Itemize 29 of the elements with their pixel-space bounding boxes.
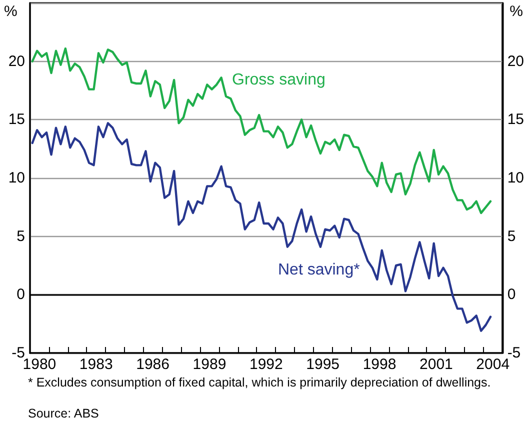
y2-tick-label: 5 — [507, 228, 516, 245]
y-tick-label: 10 — [8, 170, 25, 186]
y2-tick-label: 0 — [507, 286, 516, 304]
line-series — [31, 122, 492, 332]
x-tick-label: 1986 — [136, 356, 170, 373]
x-tick-label: 1989 — [192, 356, 226, 373]
y2-tick-label: -5 — [507, 344, 521, 362]
y-tick-label: 5 — [16, 228, 25, 245]
y-tick-label: 15 — [8, 111, 25, 128]
y-tick-label: 20 — [8, 52, 25, 70]
x-tick-label: 1998 — [362, 356, 396, 373]
x-tick-label: 2004 — [476, 356, 510, 373]
y2-tick-label: 10 — [507, 170, 524, 186]
x-tick-label: 1995 — [306, 356, 340, 373]
y2-tick-label: 15 — [507, 111, 524, 128]
y-axis-title: % — [4, 3, 18, 20]
y2-axis-title: % — [510, 3, 524, 20]
y-tick-label: 0 — [16, 286, 25, 304]
series-label: Gross saving — [232, 72, 326, 88]
x-tick-label: 1992 — [249, 356, 283, 373]
y2-tick-label: 20 — [507, 52, 524, 70]
text: * Excludes consumption of fixed capital, which is primarily depreciation of dwellings. — [28, 376, 491, 390]
series-label: Net saving* — [278, 262, 360, 278]
x-tick-label: 2001 — [420, 356, 453, 373]
line-series — [31, 47, 492, 214]
x-tick-label: 1980 — [22, 356, 56, 373]
source-note: Source: ABS — [28, 406, 99, 420]
x-tick-label: 1983 — [79, 356, 113, 373]
y-tick-label: -5 — [12, 344, 25, 362]
